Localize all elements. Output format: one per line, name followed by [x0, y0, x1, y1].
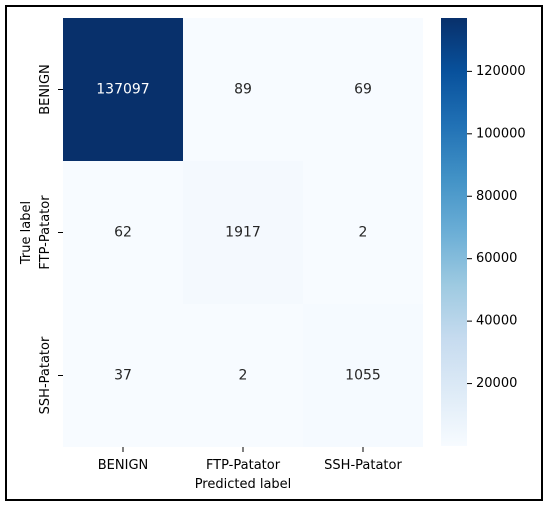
cell-value-label: 1917	[225, 225, 261, 241]
cell-value-label: 2	[239, 368, 248, 384]
colorbar-tick-label: 20000	[476, 376, 517, 391]
colorbar-tick-label: 100000	[476, 126, 526, 141]
y-axis-ticks: BENIGN FTP-Patator SSH-Patator	[38, 64, 63, 414]
cell-value-label: 62	[114, 225, 132, 241]
y-tick-label: BENIGN	[38, 64, 53, 115]
heatmap-cell	[183, 161, 303, 304]
heatmap-cells	[63, 18, 423, 447]
colorbar	[441, 18, 467, 446]
heatmap-cell-labels: 137097 89 69 62 1917 2 37 2 1055	[96, 82, 381, 384]
heatmap-cell	[63, 18, 183, 161]
heatmap-cell	[303, 18, 423, 161]
y-tick-label: SSH-Patator	[38, 336, 53, 414]
cell-value-label: 2	[359, 225, 368, 241]
y-tick-label: FTP-Patator	[38, 195, 53, 270]
heatmap-cell	[183, 304, 303, 447]
cell-value-label: 137097	[96, 82, 149, 98]
x-tick-label: SSH-Patator	[324, 458, 402, 473]
cell-value-label: 69	[354, 82, 372, 98]
colorbar-ticks: 20000 40000 60000 80000 100000 120000	[467, 64, 526, 391]
x-axis-ticks: BENIGN FTP-Patator SSH-Patator	[98, 447, 402, 473]
colorbar-tick-label: 120000	[476, 64, 526, 79]
colorbar-tick-label: 80000	[476, 189, 517, 204]
heatmap-cell	[303, 161, 423, 304]
cell-value-label: 37	[114, 368, 132, 384]
x-tick-label: BENIGN	[98, 458, 149, 473]
cell-value-label: 1055	[345, 368, 381, 384]
cell-value-label: 89	[234, 82, 252, 98]
y-axis-title: True label	[19, 201, 34, 265]
heatmap-cell	[303, 304, 423, 447]
colorbar-tick-label: 60000	[476, 251, 517, 266]
heatmap-cell	[63, 304, 183, 447]
heatmap-cell	[183, 18, 303, 161]
heatmap-cell	[63, 161, 183, 304]
colorbar-tick-label: 40000	[476, 314, 517, 329]
x-tick-label: FTP-Patator	[206, 458, 281, 473]
x-axis-title: Predicted label	[195, 477, 292, 492]
